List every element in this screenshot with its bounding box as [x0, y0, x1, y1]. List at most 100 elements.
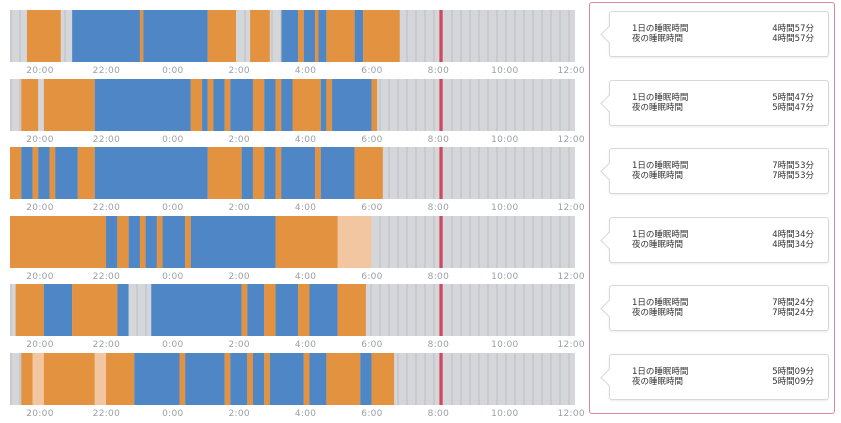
sleep-segment — [309, 353, 327, 405]
time-tick-label: 2:00 — [228, 409, 250, 419]
awake-stripe — [388, 284, 390, 336]
sleep-segment — [162, 216, 186, 268]
awake-stripe — [424, 284, 426, 336]
awake-stripe — [496, 79, 498, 131]
time-tick-label: 6:00 — [361, 66, 383, 76]
night-sleep-label: 夜の睡眠時間 — [632, 308, 684, 318]
awake-stripe — [469, 147, 471, 199]
sleep-segment — [442, 79, 575, 131]
awake-stripe — [496, 284, 498, 336]
time-tick-label: 22:00 — [92, 272, 121, 282]
sleep-day-row: 20:00 22:00 0:00 2:00 4:00 6:00 8:00 10:00 12:00 — [10, 147, 585, 217]
sleep-segment — [275, 79, 282, 131]
awake-stripe — [415, 353, 417, 405]
sleep-segment — [264, 79, 276, 131]
sleep-segment — [298, 10, 304, 62]
awake-stripe — [541, 216, 543, 268]
awake-stripe — [487, 353, 489, 405]
sleep-day-row: 20:00 22:00 0:00 2:00 4:00 6:00 8:00 10:00 12:00 — [10, 79, 585, 149]
sleep-segment — [10, 147, 22, 199]
awake-stripe — [433, 79, 435, 131]
current-time-marker — [439, 10, 443, 62]
sleep-segment — [117, 284, 129, 336]
sleep-segment — [303, 353, 310, 405]
sleep-segment — [275, 216, 338, 268]
time-tick-label: 2:00 — [228, 135, 250, 145]
sleep-day-row: 20:00 22:00 0:00 2:00 4:00 6:00 8:00 10:00 12:00 — [10, 353, 585, 423]
total-sleep-value: 4時間57分 — [772, 24, 814, 34]
awake-stripe — [451, 353, 453, 405]
sleep-segment — [337, 284, 366, 336]
awake-stripe — [532, 10, 534, 62]
sleep-segment — [354, 10, 364, 62]
sleep-segment — [382, 147, 440, 199]
awake-stripe — [559, 284, 561, 336]
sleep-day-row: 20:00 22:00 0:00 2:00 4:00 6:00 8:00 10:00 12:00 — [10, 284, 585, 354]
awake-stripe — [451, 216, 453, 268]
awake-stripe — [550, 147, 552, 199]
sleep-segment — [281, 10, 299, 62]
time-tick-label: 20:00 — [26, 272, 54, 282]
time-tick-label: 12:00 — [557, 66, 585, 76]
time-tick-label: 2:00 — [228, 203, 250, 213]
awake-stripe — [397, 147, 399, 199]
awake-stripe — [10, 284, 12, 336]
sleep-segment — [320, 147, 355, 199]
time-tick-label: 0:00 — [162, 66, 184, 76]
sleep-segment — [117, 216, 129, 268]
awake-stripe — [433, 216, 435, 268]
time-axis: 20:00 22:00 0:00 2:00 4:00 6:00 8:00 10:00 12:00 — [10, 203, 585, 215]
time-tick-label: 8:00 — [427, 272, 450, 282]
awake-stripe — [433, 353, 435, 405]
sleep-segment — [309, 284, 338, 336]
night-sleep-label: 夜の睡眠時間 — [632, 240, 684, 250]
sleep-segment — [10, 216, 107, 268]
sleep-stage-bar — [10, 284, 575, 336]
sleep-segment — [315, 147, 321, 199]
awake-stripe — [487, 284, 489, 336]
awake-stripe — [568, 10, 570, 62]
awake-stripe — [397, 79, 399, 131]
time-tick-label: 12:00 — [557, 135, 585, 145]
time-tick-label: 6:00 — [361, 340, 383, 350]
awake-stripe — [496, 147, 498, 199]
awake-stripe — [433, 10, 435, 62]
sleep-segment — [139, 216, 146, 268]
awake-stripe — [550, 79, 552, 131]
sleep-stage-svg — [10, 353, 575, 405]
sleep-segment — [55, 147, 78, 199]
time-tick-label: 20:00 — [26, 409, 54, 419]
sleep-segment — [303, 10, 316, 62]
sleep-segment — [139, 10, 144, 62]
total-sleep-label: 1日の睡眠時間 — [632, 161, 689, 171]
sleep-segment — [143, 10, 208, 62]
sleep-segment — [190, 79, 203, 131]
sleep-segment — [43, 353, 95, 405]
awake-stripe — [145, 284, 147, 336]
awake-stripe — [523, 353, 525, 405]
sleep-segment — [252, 147, 265, 199]
time-tick-label: 10:00 — [491, 135, 519, 145]
night-sleep-value: 7時間24分 — [772, 308, 814, 318]
awake-stripe — [451, 10, 453, 62]
awake-stripe — [514, 284, 516, 336]
awake-stripe — [478, 10, 480, 62]
awake-stripe — [532, 353, 534, 405]
awake-stripe — [487, 147, 489, 199]
sleep-segment — [399, 10, 440, 62]
sleep-timeline-area: 20:00 22:00 0:00 2:00 4:00 6:00 8:00 10:00 12:00… — [10, 0, 585, 419]
sleep-segment — [21, 79, 39, 131]
sleep-segment — [15, 284, 44, 336]
time-tick-label: 22:00 — [92, 340, 121, 350]
sleep-segment — [365, 284, 440, 336]
sleep-segment — [179, 353, 186, 405]
awake-stripe — [523, 284, 525, 336]
sleep-day-row: 20:00 22:00 0:00 2:00 4:00 6:00 8:00 10:00 12:00 — [10, 216, 585, 286]
total-sleep-value: 4時間34分 — [772, 230, 814, 240]
awake-stripe — [433, 284, 435, 336]
awake-stripe — [568, 284, 570, 336]
awake-stripe — [532, 147, 534, 199]
sleep-segment — [156, 216, 163, 268]
awake-stripe — [487, 79, 489, 131]
time-axis: 20:00 22:00 0:00 2:00 4:00 6:00 8:00 10:00 12:00 — [10, 409, 585, 421]
